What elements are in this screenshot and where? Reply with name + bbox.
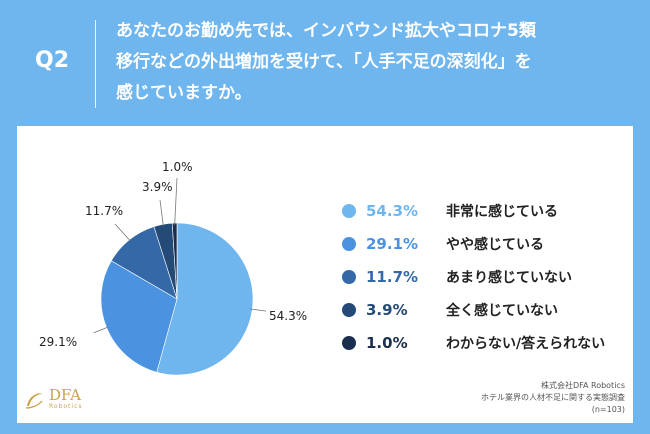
source-sample-size: (n=103) — [591, 405, 625, 414]
slice-data-label: 54.3% — [269, 309, 307, 323]
legend-label: 非常に感じている — [446, 203, 558, 220]
leader-line — [93, 326, 109, 334]
slice-data-label: 11.7% — [85, 204, 123, 218]
legend-percent: 3.9% — [366, 300, 408, 319]
legend-item: 54.3% 非常に感じている — [342, 194, 605, 227]
legend-percent: 11.7% — [366, 267, 419, 286]
logo-name: DFA — [49, 386, 81, 404]
leader-line — [250, 308, 267, 312]
company-logo: DFA Robotics — [23, 388, 83, 411]
logo-mark-icon — [25, 392, 43, 409]
legend-item: 11.7% あまり感じていない — [342, 260, 605, 293]
legend-label: あまり感じていない — [446, 269, 572, 286]
legend-dot — [342, 269, 356, 284]
question-line: あなたのお勤め先では、インバウンド拡大やコロナ5類 — [116, 21, 536, 41]
slice-data-label: 1.0% — [162, 160, 193, 174]
pie-chart: 54.3% 29.1% 11.7% 3.9% 1.0% — [39, 160, 307, 376]
logo-text: DFA Robotics — [49, 388, 83, 411]
legend-label: やや感じている — [446, 236, 544, 253]
legend-item: 1.0% わからない/答えられない — [342, 326, 605, 359]
leader-line — [174, 177, 178, 226]
question-number: Q2 — [35, 48, 70, 73]
legend-item: 29.1% やや感じている — [342, 227, 605, 260]
legend-dot — [342, 203, 356, 218]
header-divider — [95, 20, 96, 108]
legend-percent: 29.1% — [366, 234, 419, 253]
legend-percent: 54.3% — [366, 201, 419, 220]
legend-label: 全く感じていない — [446, 302, 558, 319]
legend-dot — [342, 335, 356, 350]
source-survey: ホテル業界の人材不足に関する実態調査 — [481, 393, 625, 402]
leader-line — [114, 223, 132, 242]
logo-subtitle: Robotics — [49, 403, 83, 410]
question-header: Q2 あなたのお勤め先では、インバウンド拡大やコロナ5類 移行などの外出増加を受… — [0, 0, 650, 126]
question-text: あなたのお勤め先では、インバウンド拡大やコロナ5類 移行などの外出増加を受けて、… — [116, 16, 626, 109]
legend-dot — [342, 302, 356, 317]
slice-data-label: 29.1% — [39, 335, 77, 349]
chart-card: 54.3% 29.1% 11.7% 3.9% 1.0% 54.3% 非常に感じている 2… — [17, 126, 633, 423]
legend-dot — [342, 236, 356, 251]
source-note: 株式会社DFA Robotics ホテル業界の人材不足に関する実態調査 (n=1… — [481, 380, 625, 416]
legend-percent: 1.0% — [366, 333, 408, 352]
slice-data-label: 3.9% — [142, 180, 173, 194]
legend-item: 3.9% 全く感じていない — [342, 293, 605, 326]
leader-line — [159, 199, 164, 227]
question-line: 移行などの外出増加を受けて、「人手不足の深刻化」を — [116, 52, 532, 72]
chart-legend: 54.3% 非常に感じている 29.1% やや感じている 11.7% あまり感じ… — [342, 194, 605, 359]
legend-label: わからない/答えられない — [446, 335, 606, 352]
source-company: 株式会社DFA Robotics — [540, 381, 625, 390]
question-line: 感じていますか。 — [116, 83, 252, 103]
